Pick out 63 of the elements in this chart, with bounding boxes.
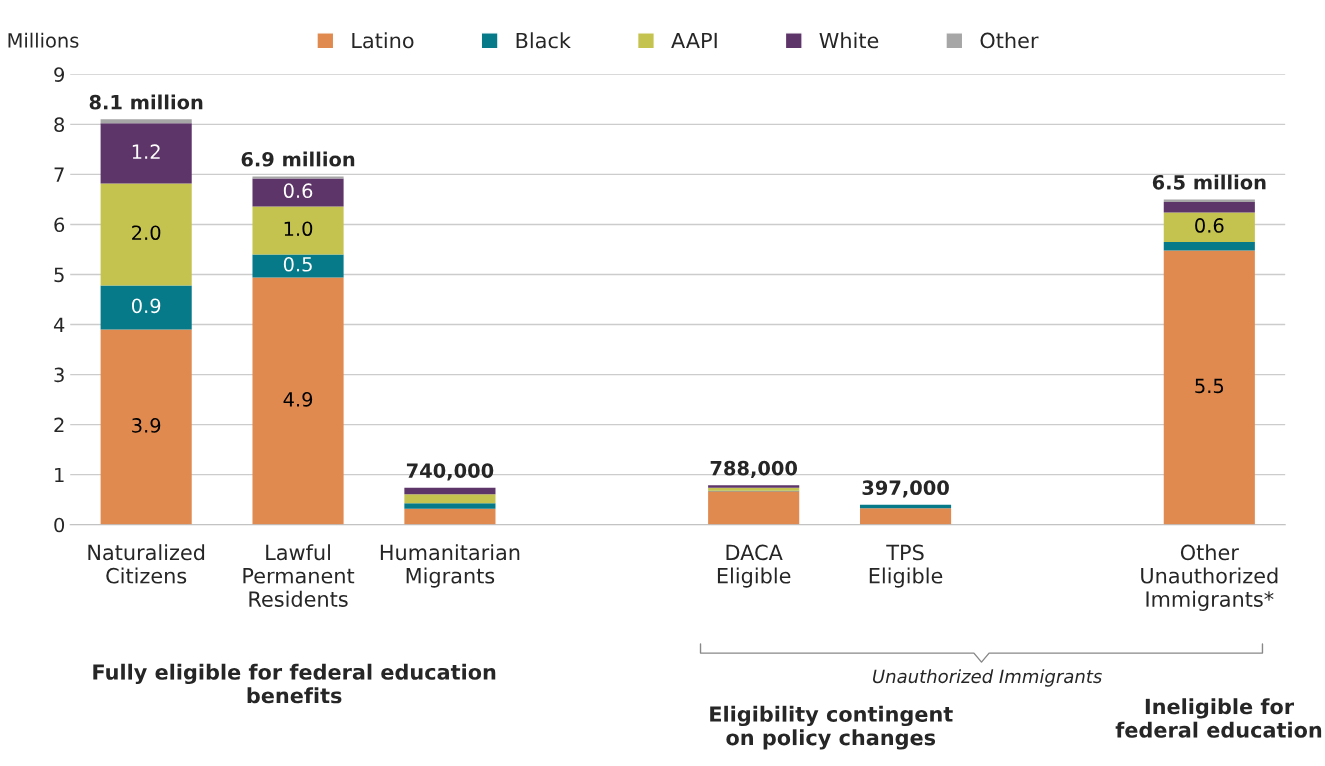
bar [100, 119, 192, 124]
x-tick-label: Humanitarian Migrants [380, 544, 520, 588]
legend-label: Latino [352, 32, 414, 49]
data-label: 0.6 [283, 183, 313, 199]
total-label: 397,000 [862, 480, 949, 498]
bar [252, 277, 344, 525]
data-label: 4.9 [283, 392, 313, 407]
x-tick-label: Lawful Permanent Residents [243, 544, 355, 607]
data-label: 0.5 [283, 256, 312, 272]
bar [1163, 212, 1255, 242]
total-label: 6.9 million [241, 151, 355, 167]
text: Eligibility contingent on policy changes [710, 705, 953, 750]
y-tick-label: 3 [54, 367, 64, 383]
legend-label: Black [516, 32, 571, 49]
bar [252, 254, 344, 278]
y-tick-label: 2 [54, 417, 64, 433]
bar [252, 178, 344, 207]
data-label: 1.2 [132, 144, 160, 159]
bar [1163, 250, 1255, 525]
bar [100, 285, 192, 330]
y-tick-label: 8 [54, 117, 65, 133]
legend-label: Other [980, 32, 1039, 49]
bar [859, 508, 952, 525]
data-label: 3.9 [132, 418, 161, 433]
total-label: 6.5 million [1152, 174, 1266, 190]
bar [404, 503, 496, 509]
x-tick-label: Naturalized Citizens [88, 544, 205, 584]
x-tick-label: TPS Eligible [869, 544, 943, 588]
y-tick-label: 9 [54, 67, 64, 82]
text: Unauthorized Immigrants [873, 669, 1102, 687]
data-label: 0.9 [131, 298, 161, 314]
text: Fully eligible for federal education benefits [93, 663, 496, 704]
data-label: 2.0 [132, 225, 161, 241]
data-label: 5.5 [1195, 378, 1224, 394]
bar [1163, 241, 1255, 251]
y-tick-label: 5 [54, 267, 64, 283]
bar [1163, 199, 1255, 202]
data-label: 0.6 [1195, 218, 1224, 233]
text: Ineligible for federal education [1115, 698, 1322, 738]
y-tick-label: 0 [54, 517, 65, 533]
x-tick-label: DACA Eligible [717, 544, 791, 588]
total-label: 740,000 [406, 463, 494, 481]
bar [100, 183, 192, 286]
bar [252, 206, 344, 255]
data-label: 1.0 [284, 221, 313, 237]
x-tick-label: Other Unauthorized Immigrants* [1141, 544, 1278, 611]
bar [708, 491, 800, 525]
bar [404, 487, 496, 495]
bar [100, 123, 192, 184]
legend-label: White [819, 32, 879, 49]
bar [1163, 201, 1255, 213]
y-axis-title: Millions [8, 32, 79, 48]
y-tick-label: 1 [55, 467, 64, 483]
total-label: 8.1 million [89, 94, 203, 110]
bar [100, 329, 192, 525]
bar [404, 494, 496, 504]
bar [252, 176, 344, 179]
y-tick-label: 6 [54, 217, 65, 233]
total-label: 788,000 [710, 460, 798, 478]
y-tick-label: 4 [53, 317, 65, 332]
legend-label: AAPI [671, 32, 717, 49]
bar [404, 508, 496, 525]
y-tick-label: 7 [54, 167, 64, 182]
